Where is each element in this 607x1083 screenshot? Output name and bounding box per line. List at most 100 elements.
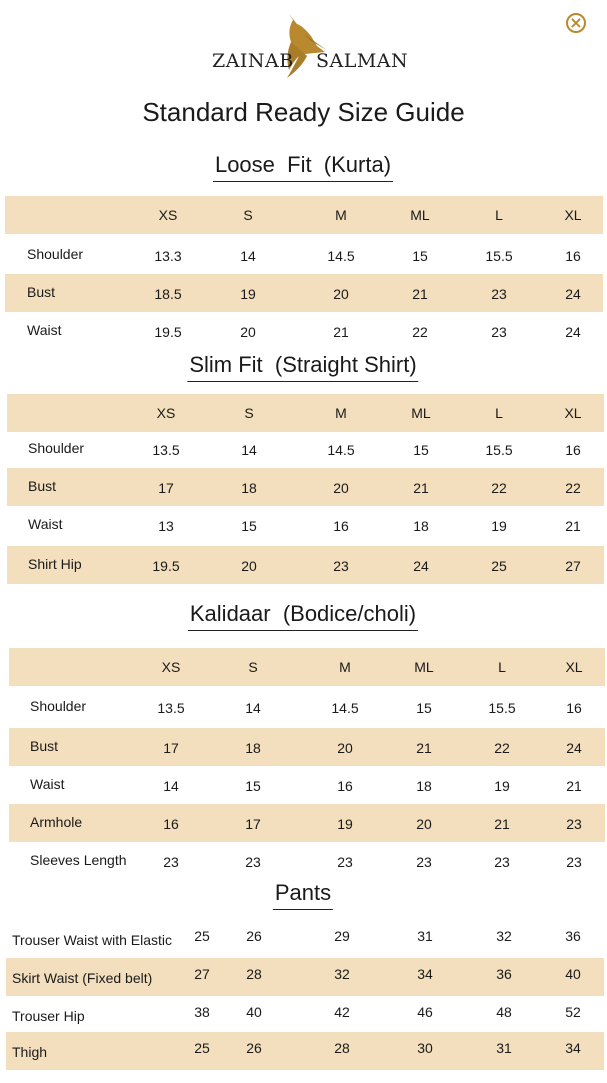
value-cell: 20 [333, 286, 349, 302]
header-band [5, 196, 603, 234]
value-cell: 31 [417, 928, 433, 944]
value-cell: 48 [496, 1004, 512, 1020]
size-header-l: L [498, 659, 506, 675]
value-cell: 21 [416, 740, 432, 756]
bird-logo-icon [287, 14, 327, 78]
value-cell: 27 [565, 558, 581, 574]
row-label: Bust [28, 478, 57, 494]
value-cell: 25 [491, 558, 507, 574]
size-header-ml: ML [411, 405, 431, 421]
row-band [5, 274, 603, 312]
row-label: Skirt Waist (Fixed belt) [12, 970, 153, 986]
value-cell: 40 [246, 1004, 262, 1020]
value-cell: 14 [241, 442, 257, 458]
section-title: Slim Fit (Straight Shirt) [187, 352, 419, 382]
value-cell: 31 [496, 1040, 512, 1056]
value-cell: 22 [412, 324, 428, 340]
value-cell: 32 [496, 928, 512, 944]
value-cell: 15 [241, 518, 257, 534]
value-cell: 23 [245, 854, 261, 870]
size-header-l: L [495, 405, 503, 421]
value-cell: 22 [494, 740, 510, 756]
value-cell: 20 [240, 324, 256, 340]
value-cell: 13.5 [152, 442, 180, 458]
row-label: Bust [30, 738, 59, 754]
row-label: Shirt Hip [28, 556, 82, 572]
value-cell: 28 [246, 966, 262, 982]
row-label: Armhole [30, 814, 83, 830]
value-cell: 23 [491, 324, 507, 340]
value-cell: 20 [241, 558, 257, 574]
value-cell: 24 [566, 740, 582, 756]
row-label: Waist [27, 322, 62, 338]
size-header-xl: XL [564, 405, 582, 421]
size-header-xl: XL [565, 659, 583, 675]
value-cell: 17 [158, 480, 174, 496]
value-cell: 21 [333, 324, 349, 340]
size-header-ml: ML [410, 207, 430, 223]
page-title: Standard Ready Size Guide [142, 97, 465, 127]
value-cell: 18.5 [154, 286, 182, 302]
section-title: Pants [272, 880, 334, 910]
value-cell: 16 [337, 778, 353, 794]
value-cell: 14 [245, 700, 261, 716]
row-band [6, 958, 604, 996]
size-header-s: S [248, 659, 258, 675]
value-cell: 15.5 [485, 248, 513, 264]
row-label: Shoulder [27, 246, 84, 262]
close-button[interactable]: × [566, 13, 586, 33]
value-cell: 25 [194, 928, 210, 944]
value-cell: 15.5 [485, 442, 513, 458]
value-cell: 21 [494, 816, 510, 832]
size-header-ml: ML [414, 659, 434, 675]
value-cell: 21 [565, 518, 581, 534]
value-cell: 23 [491, 286, 507, 302]
row-band [7, 468, 604, 506]
value-cell: 14.5 [331, 700, 359, 716]
value-cell: 16 [163, 816, 179, 832]
value-cell: 21 [412, 286, 428, 302]
size-header-xl: XL [564, 207, 582, 223]
value-cell: 18 [245, 740, 261, 756]
row-label: Waist [28, 516, 63, 532]
value-cell: 40 [565, 966, 581, 982]
brand-logo: ZAINAB SALMAN [205, 8, 409, 80]
value-cell: 23 [566, 816, 582, 832]
value-cell: 24 [413, 558, 429, 574]
value-cell: 14 [163, 778, 179, 794]
size-header-m: M [335, 405, 347, 421]
row-label: Shoulder [30, 698, 87, 714]
value-cell: 15.5 [488, 700, 516, 716]
value-cell: 25 [194, 1040, 210, 1056]
value-cell: 13.5 [157, 700, 185, 716]
brand-name-right: SALMAN [316, 50, 409, 72]
value-cell: 18 [241, 480, 257, 496]
value-cell: 27 [194, 966, 210, 982]
size-header-xs: XS [161, 659, 181, 675]
header-band [9, 648, 605, 686]
value-cell: 16 [333, 518, 349, 534]
value-cell: 15 [412, 248, 428, 264]
value-cell: 23 [494, 854, 510, 870]
value-cell: 38 [194, 1004, 210, 1020]
value-cell: 17 [245, 816, 261, 832]
close-icon: × [569, 13, 583, 32]
value-cell: 20 [416, 816, 432, 832]
row-band [7, 546, 604, 584]
value-cell: 22 [491, 480, 507, 496]
size-header-xs: XS [158, 207, 178, 223]
size-header-m: M [339, 659, 351, 675]
row-band [9, 728, 605, 766]
value-cell: 23 [416, 854, 432, 870]
value-cell: 22 [565, 480, 581, 496]
value-cell: 13.3 [154, 248, 182, 264]
value-cell: 46 [417, 1004, 433, 1020]
value-cell: 30 [417, 1040, 433, 1056]
value-cell: 21 [413, 480, 429, 496]
value-cell: 19 [240, 286, 256, 302]
row-label: Bust [27, 284, 56, 300]
value-cell: 29 [334, 928, 350, 944]
size-header-s: S [244, 405, 254, 421]
value-cell: 34 [565, 1040, 581, 1056]
value-cell: 19 [491, 518, 507, 534]
